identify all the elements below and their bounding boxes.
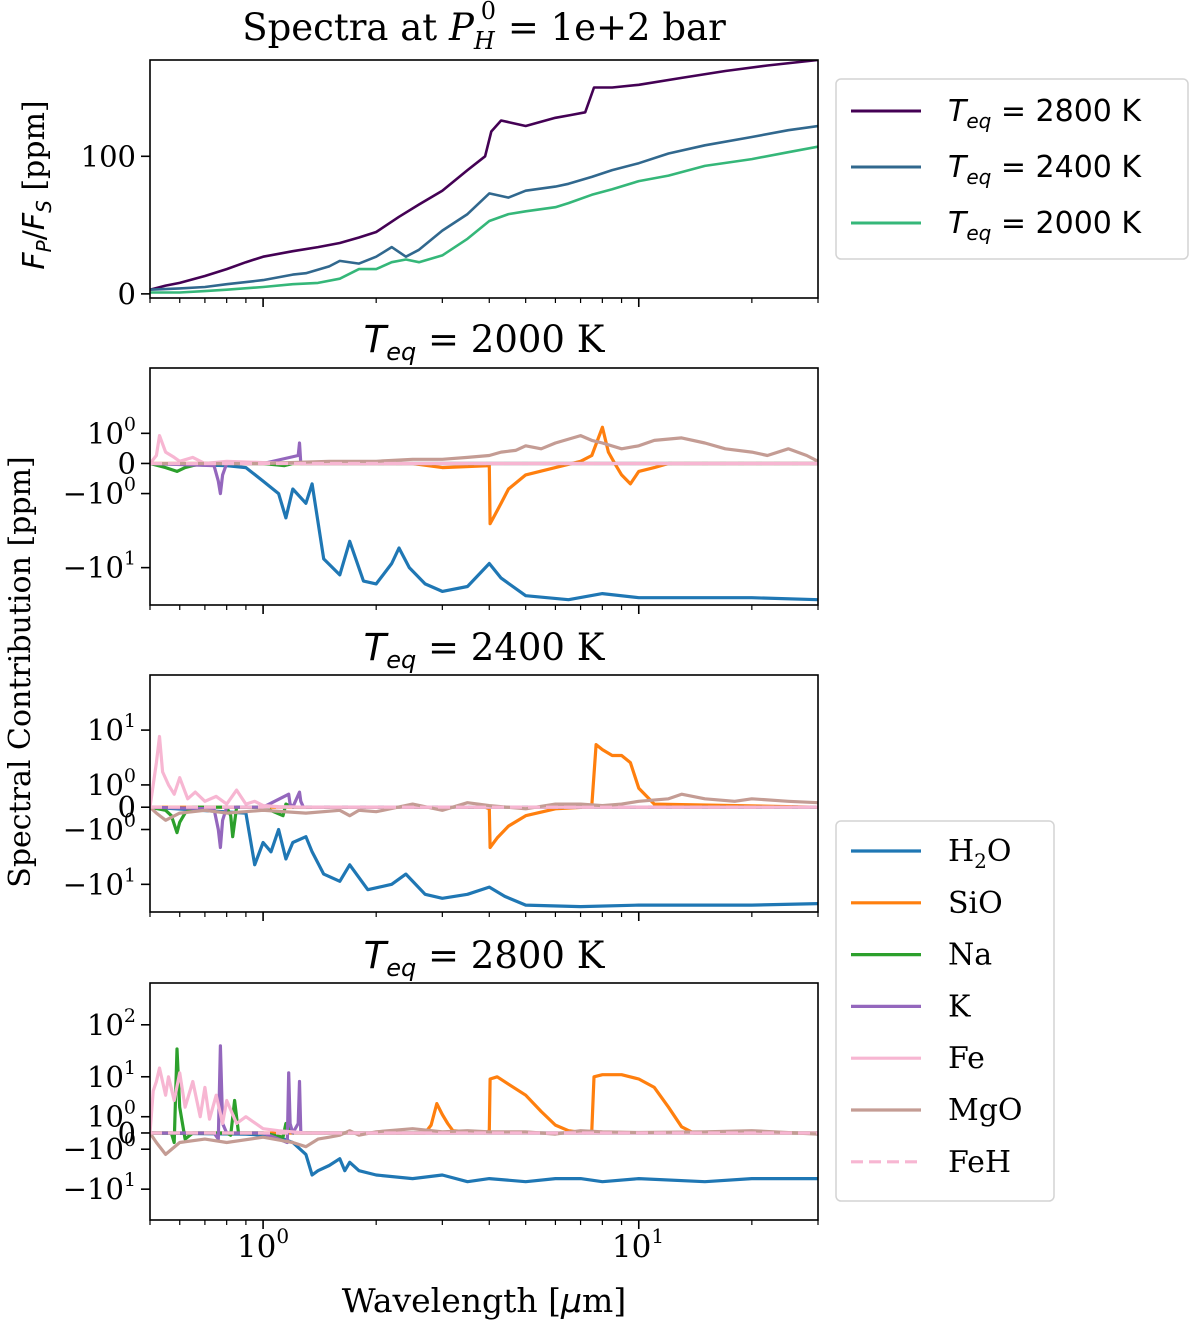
axes-frame-contrib-2400 [149, 674, 819, 913]
series-line-contrib-2400-k [150, 790, 818, 850]
panel-title-2400: Teq = 2400 K [364, 626, 606, 674]
series-line-spectra-t-eq-2800-k [150, 60, 818, 291]
series-line-contrib-2400-fe [150, 734, 818, 809]
y-tick-label-contrib-2400: 101 [87, 710, 136, 747]
species-legend: H2O SiO Na K Fe MgO FeH [835, 820, 1055, 1202]
series-line-contrib-2800-sio [150, 1073, 818, 1135]
y-tick-label-contrib-2400: 0 [118, 790, 136, 824]
legend-label-feh: FeH [948, 1145, 1011, 1180]
temperature-legend-frame [835, 78, 1189, 260]
series-line-contrib-2000-mgo [150, 434, 818, 466]
legend-label-na: Na [948, 938, 992, 973]
legend-label-2000: Teq = 2000 K [948, 206, 1142, 245]
series-group-spectra [150, 60, 818, 294]
shared-ylabel: Spectral Contribution [ppm] [3, 456, 38, 887]
series-line-contrib-2000-k [150, 441, 818, 496]
series-line-contrib-2400-h2o [150, 805, 818, 909]
panel-spectra: 0 100 [81, 59, 819, 311]
legend-label-sio: SiO [948, 886, 1003, 921]
y-tick-label-contrib-2000: 0 [118, 446, 136, 480]
x-axis-label: Wavelength [μm] [342, 1281, 626, 1320]
temperature-legend: Teq = 2800 K Teq = 2400 K Teq = 2000 K [835, 78, 1189, 260]
panel-title-2800: Teq = 2800 K [364, 934, 606, 982]
y-tick-label-contrib-2800: 100 [87, 1097, 136, 1134]
y-tick-label-spectra: 0 [118, 277, 136, 311]
y-tick-label-contrib-2800: 101 [87, 1057, 136, 1094]
series-line-contrib-2800-fe [150, 1066, 818, 1135]
y-tick-label-contrib-2800: 0 [118, 1116, 136, 1150]
y-tick-label-contrib-2400: −101 [63, 864, 136, 901]
y-tick-label-contrib-2800: −100 [63, 1129, 136, 1166]
series-line-contrib-2000-sio [150, 425, 818, 526]
legend-label-2800: Teq = 2800 K [948, 94, 1142, 133]
legend-label-mgo: MgO [948, 1093, 1023, 1128]
y-tick-label-contrib-2000: −100 [63, 474, 136, 511]
series-group-contrib-2400 [150, 734, 818, 909]
axes-frame-contrib-2000 [149, 367, 819, 606]
series-line-contrib-2800-na [150, 1047, 818, 1145]
series-group-contrib-2800 [150, 1044, 818, 1184]
series-line-contrib-2400-mgo [150, 792, 818, 822]
series-line-spectra-t-eq-2000-k [150, 145, 818, 294]
series-line-contrib-2000-h2o [150, 461, 818, 602]
y-tick-label-contrib-2000: 100 [87, 413, 136, 450]
axes-frame-spectra [149, 59, 819, 299]
species-legend-frame [835, 820, 1055, 1202]
axes-frame-contrib-2800 [149, 982, 819, 1221]
legend-label-2400: Teq = 2400 K [948, 150, 1142, 189]
series-line-contrib-2800-mgo [150, 1127, 818, 1156]
series-line-contrib-2800-k [150, 1044, 818, 1145]
series-line-contrib-2000-fe [150, 434, 818, 466]
legend-label-h2o: H2O [948, 834, 1012, 873]
y-tick-label-contrib-2800: 102 [87, 1005, 136, 1042]
x-tick-label-10: 101 [612, 1224, 664, 1265]
y-tick-label-spectra: 100 [81, 139, 136, 173]
legend-label-fe: Fe [948, 1041, 985, 1076]
y-tick-label-contrib-2400: 100 [87, 765, 136, 802]
y-tick-label-contrib-2800: −101 [63, 1169, 136, 1206]
series-line-spectra-t-eq-2400-k [150, 124, 818, 291]
y-tick-label-contrib-2400: −100 [63, 810, 136, 847]
spectra-ylabel: FP/FS [ppm] [17, 100, 56, 269]
panel-title-2000: Teq = 2000 K [364, 318, 606, 366]
series-group-contrib-2000 [150, 425, 818, 602]
x-tick-label-1: 100 [237, 1224, 289, 1265]
legend-label-k: K [948, 989, 971, 1024]
main-title: Spectra at PH0 = 1e+2 bar [242, 0, 726, 55]
y-tick-label-contrib-2000: −101 [63, 548, 136, 585]
